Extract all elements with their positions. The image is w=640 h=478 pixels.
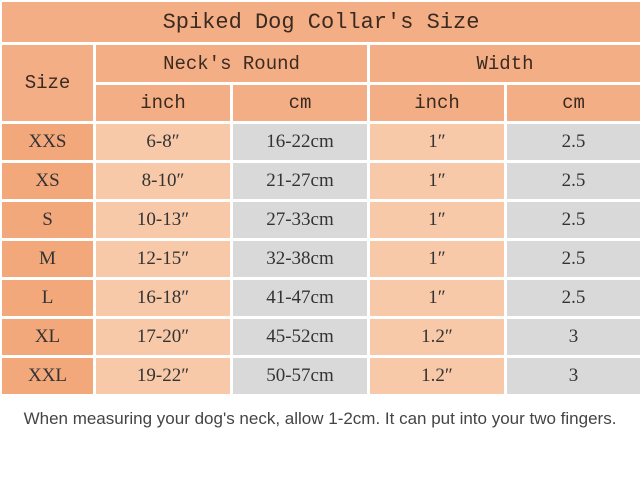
cell-neck-inch: 8-10″ xyxy=(96,163,230,199)
cell-width-cm: 2.5 xyxy=(507,124,640,160)
cell-width-inch: 1″ xyxy=(370,280,504,316)
cell-neck-cm: 45-52cm xyxy=(233,319,367,355)
cell-width-inch: 1.2″ xyxy=(370,319,504,355)
cell-width-cm: 2.5 xyxy=(507,280,640,316)
cell-neck-inch: 16-18″ xyxy=(96,280,230,316)
cell-neck-cm: 50-57cm xyxy=(233,358,367,394)
cell-neck-inch: 10-13″ xyxy=(96,202,230,238)
cell-width-inch: 1″ xyxy=(370,241,504,277)
header-neck-round: Neck's Round xyxy=(96,45,367,82)
header-width: Width xyxy=(370,45,640,82)
cell-size: S xyxy=(2,202,93,238)
cell-size: M xyxy=(2,241,93,277)
cell-width-inch: 1″ xyxy=(370,202,504,238)
cell-size: XS xyxy=(2,163,93,199)
header-size: Size xyxy=(2,45,93,121)
cell-neck-cm: 16-22cm xyxy=(233,124,367,160)
table-title: Spiked Dog Collar's Size xyxy=(2,2,640,42)
cell-neck-cm: 27-33cm xyxy=(233,202,367,238)
cell-neck-inch: 19-22″ xyxy=(96,358,230,394)
cell-neck-inch: 17-20″ xyxy=(96,319,230,355)
cell-width-cm: 2.5 xyxy=(507,163,640,199)
header-width-inch: inch xyxy=(370,85,504,121)
cell-width-inch: 1″ xyxy=(370,124,504,160)
cell-size: L xyxy=(2,280,93,316)
cell-width-inch: 1.2″ xyxy=(370,358,504,394)
cell-size: XL xyxy=(2,319,93,355)
cell-neck-cm: 21-27cm xyxy=(233,163,367,199)
header-neck-inch: inch xyxy=(96,85,230,121)
cell-neck-inch: 6-8″ xyxy=(96,124,230,160)
cell-neck-cm: 32-38cm xyxy=(233,241,367,277)
cell-neck-cm: 41-47cm xyxy=(233,280,367,316)
header-neck-cm: cm xyxy=(233,85,367,121)
cell-width-inch: 1″ xyxy=(370,163,504,199)
cell-neck-inch: 12-15″ xyxy=(96,241,230,277)
cell-size: XXL xyxy=(2,358,93,394)
measuring-note: When measuring your dog's neck, allow 1-… xyxy=(23,409,617,428)
cell-size: XXS xyxy=(2,124,93,160)
size-chart-table: Spiked Dog Collar's Size Size Neck's Rou… xyxy=(2,2,640,394)
header-width-cm: cm xyxy=(507,85,640,121)
cell-width-cm: 3 xyxy=(507,358,640,394)
cell-width-cm: 3 xyxy=(507,319,640,355)
cell-width-cm: 2.5 xyxy=(507,202,640,238)
cell-width-cm: 2.5 xyxy=(507,241,640,277)
